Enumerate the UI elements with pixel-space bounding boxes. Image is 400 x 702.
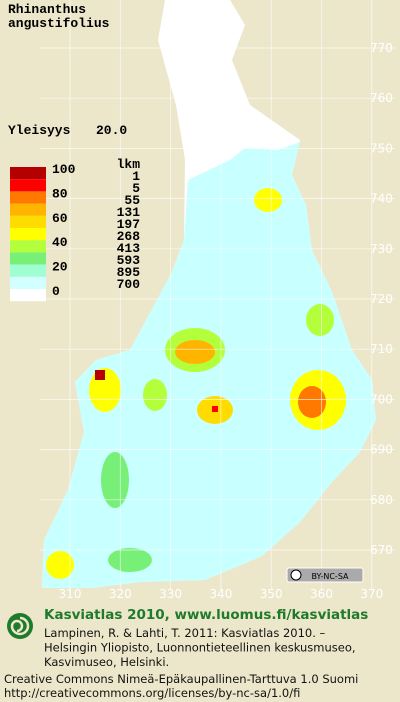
hotspot [254,188,282,212]
legend-label: 0 [52,284,60,299]
easting-label: 310 [59,587,82,601]
count: 1 [132,169,140,184]
citation-line: Kasvimuseo, Helsinki. [44,655,169,669]
hotspot [143,379,167,411]
legend-label: 100 [52,162,76,177]
count: 700 [117,277,141,292]
footer: Lampinen, R. & Lahti, T. 2011: Kasviatla… [4,626,358,700]
hotspots [46,188,346,579]
license-line: http://creativecommons.org/licenses/by-n… [4,686,300,700]
easting-label: 320 [109,587,132,601]
species-name: angustifolius [8,16,110,31]
legend-label: 60 [52,211,68,226]
hotspot [95,370,105,380]
map: 770 760 750 740 730 720 710 700 690 680 670 310 320 3… [40,0,395,601]
hotspot [46,551,74,579]
legend-label: 40 [52,235,68,250]
legend-swatch [10,252,46,265]
northing-label: 670 [370,543,393,557]
northing-label: 760 [370,91,393,105]
count: 895 [117,265,141,280]
easting-label: 350 [260,587,283,601]
count: 197 [117,217,140,232]
legend-swatch [10,264,46,277]
northing-label: 770 [370,41,393,55]
hotspot [298,386,326,418]
legend-label: 80 [52,186,68,201]
logo-spiral [10,616,30,636]
count: 268 [117,229,141,244]
hotspot [212,406,218,412]
badge-text: BY-NC-SA [311,572,349,581]
frequency-value: 20.0 [96,123,127,138]
legend-swatch [10,191,46,204]
license-badge: BY-NC-SA [286,567,364,583]
grid: 770 760 750 740 730 720 710 700 690 680 670 310 320 3… [40,0,395,601]
northing-label: 740 [370,192,393,206]
easting-label: 370 [360,587,383,601]
hotspot [108,548,152,572]
easting-label: 360 [310,587,333,601]
hotspot [175,340,215,364]
legend-swatch [10,167,46,180]
count: 131 [117,205,141,220]
northing-label: 680 [370,493,393,507]
citation-line: Helsingin Yliopisto, Luonnontieteellinen… [44,641,356,655]
footer-heading: Kasviatlas 2010, www.luomus.fi/kasviatla… [44,607,368,623]
hotspot [306,304,334,336]
easting-label: 330 [159,587,182,601]
legend-swatch [10,203,46,216]
northing-label: 720 [370,292,393,306]
count: 593 [117,253,141,268]
count: 413 [117,241,141,256]
license-line: Creative Commons Nimeä-Epäkaupallinen-Ta… [4,672,358,686]
count: 55 [124,193,140,208]
legend-label: 20 [52,260,68,275]
legend-swatch [10,276,46,289]
northing-label: 730 [370,242,393,256]
legend-swatch [10,228,46,241]
badge-frame [286,567,364,583]
northing-label: 690 [370,443,393,457]
legend-swatch [10,179,46,192]
northing-label: 750 [370,141,393,155]
northing-label: 710 [370,342,393,356]
cc-icon [290,569,302,581]
legend-swatch [10,240,46,253]
hotspot [101,452,129,508]
legend-swatch [10,289,46,302]
citation-line: Lampinen, R. & Lahti, T. 2011: Kasviatla… [44,626,326,640]
easting-label: 340 [209,587,232,601]
frequency-label: Yleisyys [8,123,71,138]
species-name: Rhinanthus [8,2,86,17]
legend-swatch [10,215,46,228]
logo [7,613,33,639]
count: 5 [132,181,140,196]
northing-label: 700 [370,392,393,406]
count-header: lkm [117,157,141,172]
